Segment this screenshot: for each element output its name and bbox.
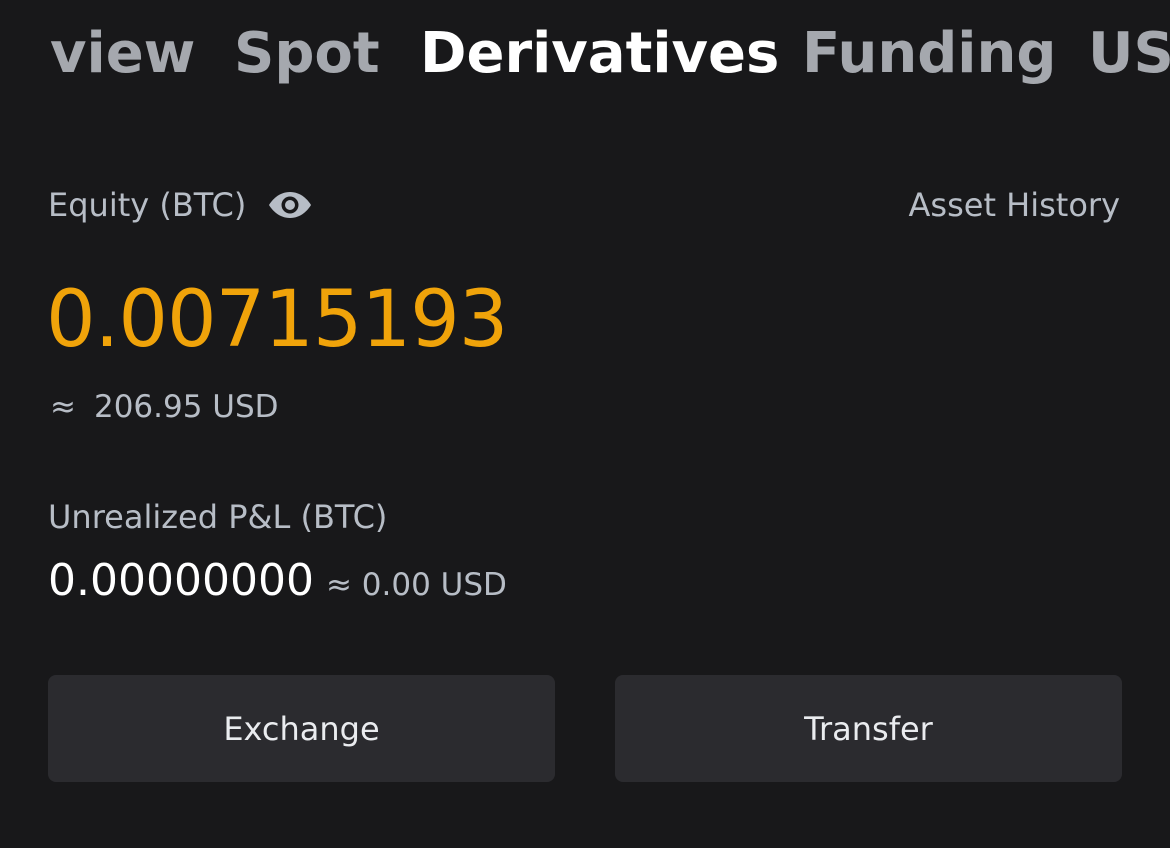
equity-label: Equity (BTC) [48,186,247,224]
tab-overview[interactable]: view [50,21,196,86]
approx-symbol: ≈ [50,389,76,425]
transfer-button[interactable]: Transfer [615,675,1122,782]
unrealized-pnl-value: 0.00000000 [48,555,314,606]
equity-header: Equity (BTC) [48,180,312,230]
equity-value: 0.00715193 [46,275,508,365]
unrealized-pnl-label: Unrealized P&L (BTC) [48,498,388,536]
tab-derivatives[interactable]: Derivatives [420,21,780,86]
tab-spot[interactable]: Spot [234,21,380,86]
exchange-button[interactable]: Exchange [48,675,555,782]
equity-usd-value: ≈206.95 USD [50,384,279,430]
eye-icon[interactable] [268,190,312,220]
tab-usd[interactable]: US [1088,21,1170,86]
asset-history-link[interactable]: Asset History [908,186,1120,224]
account-tabs: view Spot Derivatives Funding US [0,18,1170,98]
equity-usd-amount: 206.95 USD [93,389,279,425]
unrealized-pnl-usd: ≈ 0.00 USD [325,567,507,603]
unrealized-pnl-row: 0.00000000 ≈ 0.00 USD [48,555,507,606]
tab-funding[interactable]: Funding [802,21,1057,86]
